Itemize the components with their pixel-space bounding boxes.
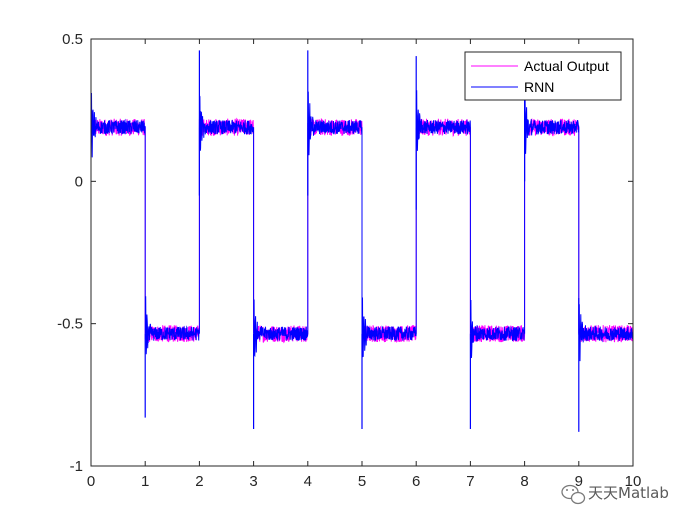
x-tick-label: 8 [520, 473, 528, 490]
legend: Actual Output RNN [464, 51, 622, 101]
y-tick-label: -1 [70, 458, 83, 475]
x-tick-label: 6 [412, 473, 420, 490]
legend-label-rnn: RNN [524, 79, 554, 95]
watermark-text: 天天Matlab [588, 484, 669, 502]
ticks-layer: 0 1 2 3 4 5 6 7 8 9 10 -1 -0.5 0 0.5 [57, 31, 641, 490]
x-tick-label: 2 [195, 473, 203, 490]
x-tick-label: 9 [575, 473, 583, 490]
y-tick-label: 0 [75, 173, 83, 190]
watermark: 天天Matlab [561, 484, 669, 505]
x-tick-label: 1 [141, 473, 149, 490]
y-tick-label: 0.5 [62, 31, 83, 48]
wechat-icon [561, 484, 586, 505]
x-tick-label: 7 [466, 473, 474, 490]
x-tick-label: 0 [87, 473, 95, 490]
legend-label-actual-output: Actual Output [524, 58, 609, 74]
x-tick-label: 10 [625, 473, 642, 490]
legend-box [464, 51, 622, 101]
y-tick-label: -0.5 [57, 316, 83, 333]
x-tick-label: 5 [358, 473, 366, 490]
series-layer [91, 50, 633, 432]
series-line-rnn [91, 90, 633, 362]
x-tick-label: 3 [249, 473, 257, 490]
x-tick-label: 4 [304, 473, 312, 490]
